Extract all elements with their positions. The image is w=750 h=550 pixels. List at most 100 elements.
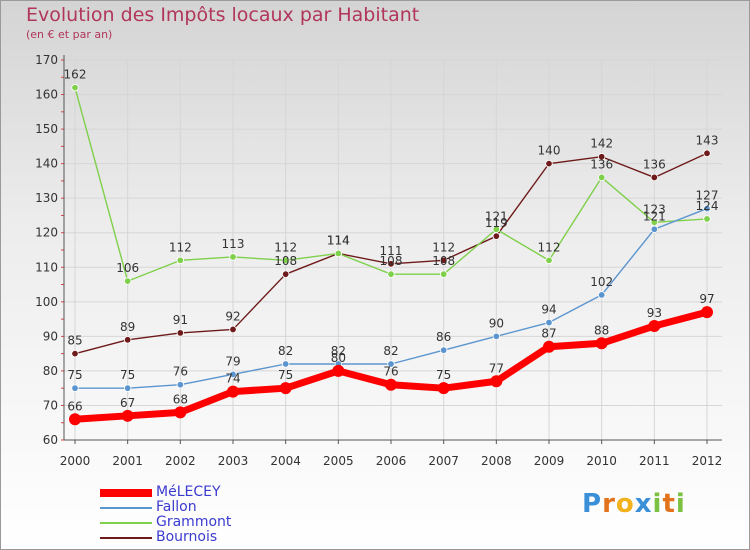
data-point xyxy=(595,337,608,350)
data-point xyxy=(648,320,661,332)
data-label: 121 xyxy=(643,209,666,223)
data-point xyxy=(176,256,185,265)
data-labels-layer: 85 89 91 92 108 114 111 112 119 140 142 136 143 162 10… xyxy=(64,68,719,414)
data-label: 108 xyxy=(432,254,455,268)
legend-swatch-grammont xyxy=(100,522,152,524)
y-tick-label: 140 xyxy=(35,157,58,171)
x-tick-label: 2001 xyxy=(112,454,143,468)
data-label: 75 xyxy=(278,368,293,382)
data-point xyxy=(281,270,290,278)
data-point xyxy=(492,232,501,240)
x-axis-ticks: 2000 2001 2002 2003 2004 2005 2006 2007 2008 2009… xyxy=(60,454,723,468)
data-point xyxy=(437,382,450,395)
logo-letter: r xyxy=(602,489,616,519)
data-label: 123 xyxy=(643,202,666,216)
data-label: 143 xyxy=(696,133,719,147)
y-tick-label: 110 xyxy=(35,260,58,274)
data-point xyxy=(650,173,659,182)
legend-label-melecey: MéLECEY xyxy=(156,484,221,500)
data-label: 85 xyxy=(67,334,82,348)
logo-letter: P xyxy=(582,489,603,519)
data-label: 67 xyxy=(120,396,135,410)
y-tick-label: 130 xyxy=(35,191,58,205)
y-axis-ticks: 60 70 80 90 100 110 120 130 140 150 160 170 xyxy=(35,53,58,447)
data-point xyxy=(334,249,343,258)
data-point xyxy=(387,360,395,368)
y-tick-label: 90 xyxy=(43,329,58,343)
data-label: 66 xyxy=(67,399,82,413)
legend-label-bournois: Bournois xyxy=(156,529,218,545)
data-label: 113 xyxy=(222,237,245,251)
data-label: 97 xyxy=(699,292,714,306)
data-point xyxy=(281,256,290,265)
data-label: 68 xyxy=(173,392,188,406)
data-label: 88 xyxy=(594,323,609,337)
data-point xyxy=(439,256,448,265)
data-point xyxy=(229,325,237,334)
x-tick-label: 2012 xyxy=(692,454,723,468)
data-label: 114 xyxy=(327,233,350,247)
legend-swatch-bournois xyxy=(100,537,152,539)
data-label: 112 xyxy=(432,240,455,254)
x-tick-label: 2009 xyxy=(534,454,565,468)
data-point xyxy=(543,340,555,353)
chart-subtitle: (en € et par an) xyxy=(26,28,113,41)
legend-item-grammont: Grammont xyxy=(100,514,300,530)
data-label: 94 xyxy=(541,303,556,317)
data-label: 93 xyxy=(647,306,662,320)
data-point xyxy=(439,346,448,354)
y-tick-label: 170 xyxy=(35,53,58,67)
data-point xyxy=(123,277,132,285)
y-tick-label: 150 xyxy=(35,122,58,136)
data-point xyxy=(176,329,185,337)
data-label: 89 xyxy=(120,320,135,334)
data-point xyxy=(71,349,79,358)
data-label: 75 xyxy=(436,368,451,382)
data-label: 114 xyxy=(327,233,350,247)
data-label: 136 xyxy=(643,157,666,171)
legend-label-fallon: Fallon xyxy=(156,499,197,515)
data-point xyxy=(176,381,185,389)
data-label: 80 xyxy=(331,351,346,365)
data-label: 140 xyxy=(538,144,561,158)
logo-letter: i xyxy=(652,489,663,519)
legend-item-melecey: MéLECEY xyxy=(100,484,300,500)
data-point xyxy=(701,306,713,319)
data-label: 90 xyxy=(489,316,504,330)
data-point xyxy=(279,382,292,395)
logo-letter: x xyxy=(634,489,653,519)
axes xyxy=(61,55,722,444)
proxiti-logo: Proxiti xyxy=(582,489,686,519)
series-layer xyxy=(69,83,713,426)
data-point xyxy=(650,225,659,233)
data-label: 111 xyxy=(380,244,403,258)
data-point xyxy=(227,385,239,398)
x-tick-label: 2004 xyxy=(270,454,301,468)
y-tick-label: 160 xyxy=(35,88,58,102)
data-point xyxy=(597,173,606,182)
logo-letter: i xyxy=(675,489,686,519)
data-point xyxy=(229,253,237,261)
gridlines xyxy=(64,59,722,441)
x-tick-label: 2005 xyxy=(323,454,354,468)
data-point xyxy=(545,318,553,327)
y-tick-label: 120 xyxy=(35,226,58,240)
data-point xyxy=(545,159,553,168)
data-point xyxy=(71,83,79,92)
x-tick-label: 2000 xyxy=(60,454,91,468)
data-point xyxy=(387,270,395,278)
data-point xyxy=(490,375,503,388)
data-point xyxy=(229,370,237,379)
legend-swatch-melecey xyxy=(100,489,152,497)
data-label: 108 xyxy=(380,254,403,268)
data-point xyxy=(703,204,711,213)
data-point xyxy=(69,413,81,426)
chart-title: Evolution des Impôts locaux par Habitant xyxy=(26,4,420,26)
y-tick-label: 80 xyxy=(43,364,58,378)
data-point xyxy=(492,332,501,341)
data-point xyxy=(439,270,448,278)
data-label: 82 xyxy=(278,344,293,358)
data-label: 106 xyxy=(116,261,139,275)
